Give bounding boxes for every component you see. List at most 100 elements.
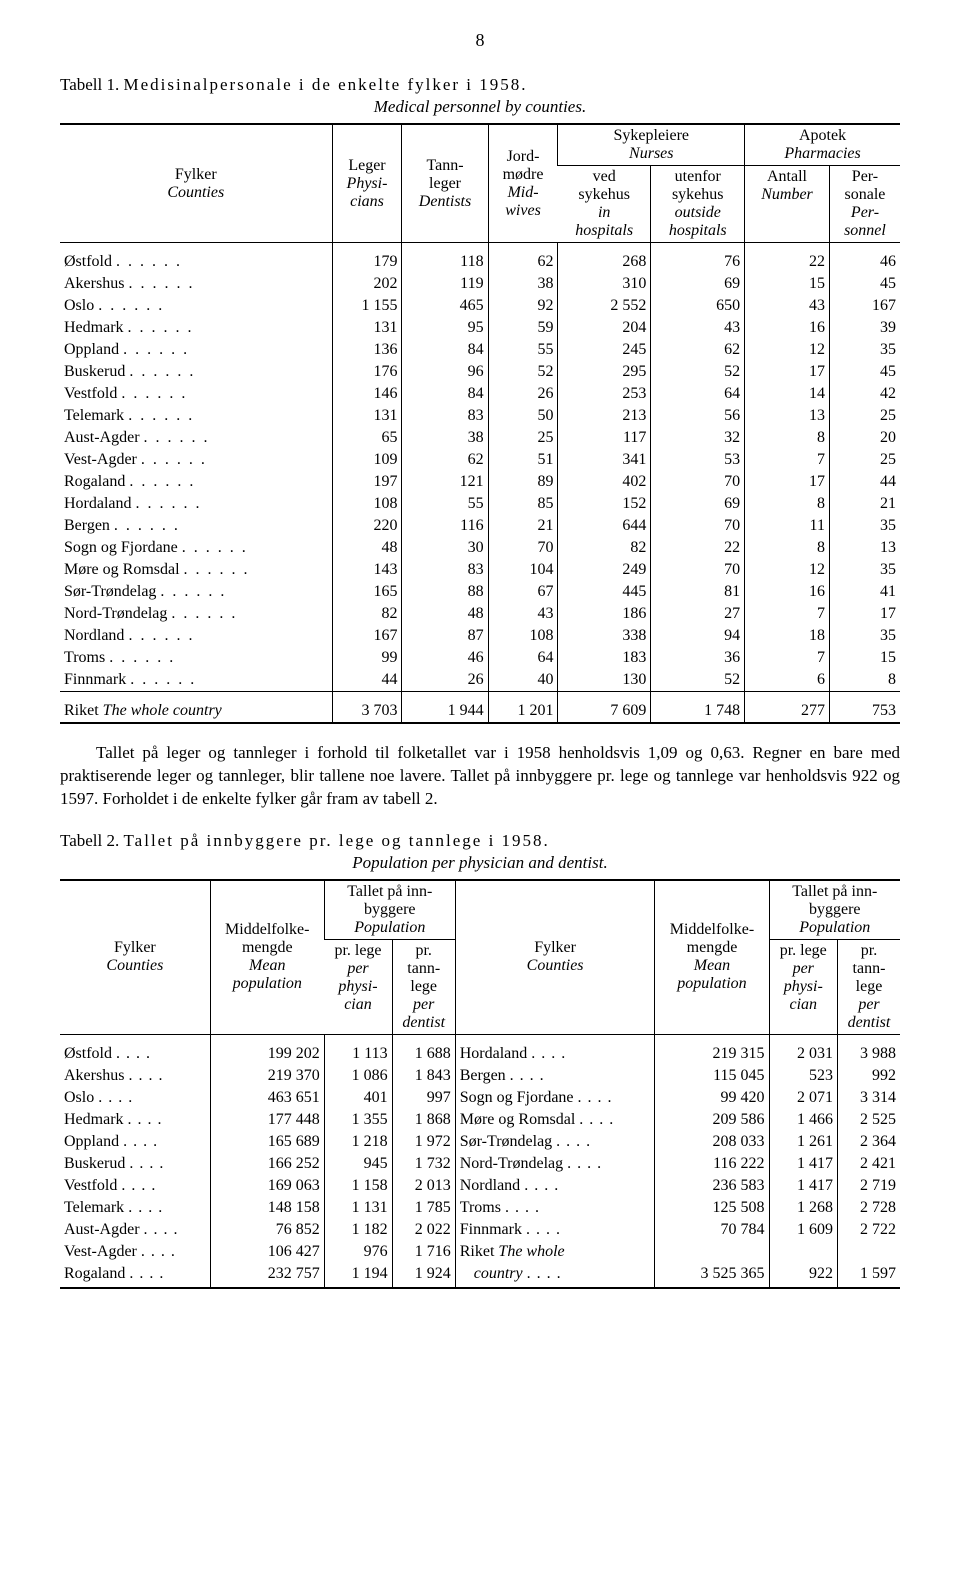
cell-leg-l: 1 182: [324, 1219, 392, 1241]
cell-jord: 64: [488, 647, 558, 669]
cell-empty: [655, 1241, 769, 1263]
cell-nved: 82: [558, 537, 651, 559]
county-cell: Hordaland . . . . . .: [60, 493, 332, 515]
table-row: Vestfold . . . . . .1468426253641442: [60, 383, 900, 405]
county-cell: Nordland . . . . . .: [60, 625, 332, 647]
t1-h-pharm: Pharmacies: [784, 145, 860, 162]
t1-total-jord: 1 201: [488, 692, 558, 724]
cell-tann: 62: [402, 449, 488, 471]
county-cell-r: Møre og Romsdal . . . .: [455, 1109, 655, 1131]
table-row: Finnmark . . . . . .4426401305268: [60, 669, 900, 692]
table1-caption: Tabell 1. Medisinalpersonale i de enkelt…: [60, 75, 900, 95]
cell-tan-l: 2 013: [392, 1175, 455, 1197]
t1-total-anum: 277: [745, 692, 830, 724]
county-cell-l: Rogaland . . . .: [60, 1263, 210, 1288]
t1-h-number: Number: [761, 186, 813, 203]
t1-h-antall: Antall: [767, 168, 807, 185]
table1-caption-prefix: Tabell 1.: [60, 75, 123, 94]
cell-anum: 12: [745, 339, 830, 361]
cell-aper: 25: [829, 449, 900, 471]
cell-anum: 22: [745, 243, 830, 274]
table2-subtitle: Population per physician and dentist.: [60, 853, 900, 873]
cell-jord: 59: [488, 317, 558, 339]
table-row: Akershus . . . .219 3701 0861 843Bergen …: [60, 1065, 900, 1087]
cell-tan-r: 2 728: [837, 1197, 900, 1219]
cell-pop-l: 219 370: [210, 1065, 324, 1087]
cell-pop-r: 70 784: [655, 1219, 769, 1241]
county-cell: Møre og Romsdal . . . . . .: [60, 559, 332, 581]
cell-anum: 7: [745, 449, 830, 471]
cell-tan-r: 2 364: [837, 1131, 900, 1153]
t1-h-utensyk: utenforsykehus: [672, 168, 724, 203]
cell-anum: 6: [745, 669, 830, 692]
cell-anum: 18: [745, 625, 830, 647]
cell-pop-l: 165 689: [210, 1131, 324, 1153]
county-cell: Vestfold . . . . . .: [60, 383, 332, 405]
table-row: Telemark . . . . . .1318350213561325: [60, 405, 900, 427]
t1-h-jord: Jord-mødre: [503, 148, 544, 183]
cell-leger: 109: [332, 449, 402, 471]
table-row: Oslo . . . .463 651401997Sogn og Fjordan…: [60, 1087, 900, 1109]
cell-aper: 42: [829, 383, 900, 405]
county-cell-l: Hedmark . . . .: [60, 1109, 210, 1131]
cell-tann: 118: [402, 243, 488, 274]
cell-pop-l: 169 063: [210, 1175, 324, 1197]
table-row: Sør-Trøndelag . . . . . .165886744581164…: [60, 581, 900, 603]
cell-aper: 167: [829, 295, 900, 317]
t2-h-perphys-r: perphysi-cian: [784, 960, 823, 1013]
cell-tann: 121: [402, 471, 488, 493]
cell-tan-l: 1 924: [392, 1263, 455, 1288]
cell-tan-r: 3 988: [837, 1034, 900, 1065]
county-cell-r: Finnmark . . . .: [455, 1219, 655, 1241]
cell-aper: 8: [829, 669, 900, 692]
cell-jord: 40: [488, 669, 558, 692]
t1-h-personale: Per-sonale: [845, 168, 886, 203]
t2-h-prlege-l: pr. lege: [334, 942, 381, 959]
t2-h-counties-l: Counties: [106, 957, 163, 974]
table-row: Hordaland . . . . . .108558515269821: [60, 493, 900, 515]
cell-pop-r: 236 583: [655, 1175, 769, 1197]
cell-nved: 644: [558, 515, 651, 537]
t2-h-tallet-r: Tallet på inn-byggere: [792, 883, 877, 918]
t1-h-apotek: Apotek: [799, 127, 846, 144]
cell-anum: 11: [745, 515, 830, 537]
cell-tann: 55: [402, 493, 488, 515]
cell-jord: 108: [488, 625, 558, 647]
cell-leg-r: 1 417: [769, 1175, 837, 1197]
t2-h-perdent-l: perdentist: [402, 996, 445, 1031]
county-cell: Nord-Trøndelag . . . . . .: [60, 603, 332, 625]
cell-nved: 338: [558, 625, 651, 647]
cell-leger: 202: [332, 273, 402, 295]
cell-tann: 83: [402, 405, 488, 427]
t1-h-mid: Mid-wives: [505, 184, 541, 219]
county-cell: Oslo . . . . . .: [60, 295, 332, 317]
cell-pop-l: 463 651: [210, 1087, 324, 1109]
cell-tan-r: 3 314: [837, 1087, 900, 1109]
cell-nut: 53: [651, 449, 745, 471]
cell-tan-r: 2 525: [837, 1109, 900, 1131]
t1-h-vedsyk: vedsykehus: [578, 168, 630, 203]
cell-nved: 186: [558, 603, 651, 625]
cell-tann: 48: [402, 603, 488, 625]
cell-aper: 25: [829, 405, 900, 427]
cell-nved: 130: [558, 669, 651, 692]
cell-nut: 62: [651, 339, 745, 361]
cell-pop-r: 115 045: [655, 1065, 769, 1087]
cell-pop-r: 99 420: [655, 1087, 769, 1109]
cell-anum: 16: [745, 581, 830, 603]
t1-h-leger: Leger: [348, 157, 385, 174]
cell-anum: 7: [745, 647, 830, 669]
cell-tann: 96: [402, 361, 488, 383]
table-row: Aust-Agder . . . . . .65382511732820: [60, 427, 900, 449]
cell-nut: 64: [651, 383, 745, 405]
t2-h-fylker-r: Fylker: [534, 939, 576, 956]
cell-anum: 16: [745, 317, 830, 339]
cell-leger: 197: [332, 471, 402, 493]
cell-leger: 165: [332, 581, 402, 603]
cell-leger: 220: [332, 515, 402, 537]
body-paragraph: Tallet på leger og tannleger i forhold t…: [60, 742, 900, 811]
table-row: Aust-Agder . . . .76 8521 1822 022Finnma…: [60, 1219, 900, 1241]
table-row: Hedmark . . . .177 4481 3551 868Møre og …: [60, 1109, 900, 1131]
total-tan: 1 597: [837, 1263, 900, 1288]
cell-anum: 8: [745, 537, 830, 559]
